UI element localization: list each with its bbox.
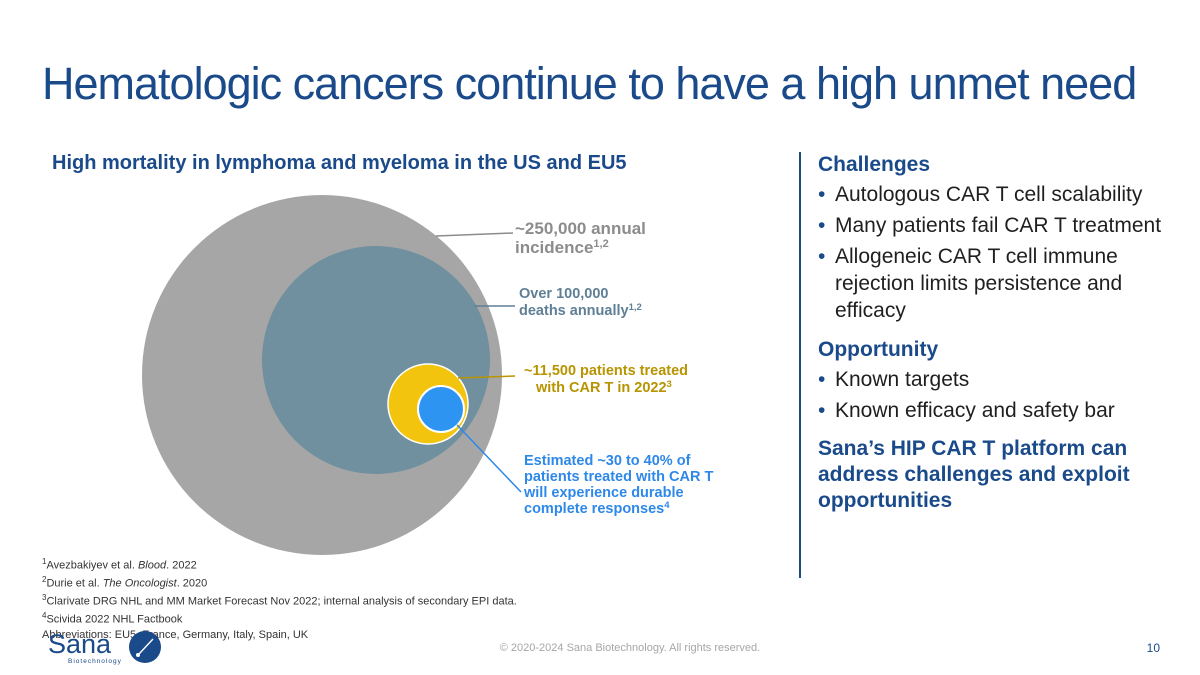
challenges-heading: Challenges bbox=[818, 153, 931, 176]
svg-text:Sana: Sana bbox=[48, 629, 112, 659]
svg-text:Biotechnology: Biotechnology bbox=[68, 658, 122, 665]
leader-line-car-t-treated bbox=[457, 375, 516, 379]
label-durable-responses: Estimated ~30 to 40% of patients treated… bbox=[523, 453, 717, 517]
conclusion-text: Sana’s HIP CAR T platform can address ch… bbox=[818, 437, 1130, 512]
nested-circle-diagram: ~250,000 annual incidence1,2 Over 100,00… bbox=[142, 195, 717, 555]
footnotes: 1Avezbakiyev et al. Blood. 2022 2Durie e… bbox=[42, 555, 517, 642]
circle-deaths bbox=[262, 246, 490, 474]
opportunity-list: Known targets Known efficacy and safety … bbox=[818, 366, 1178, 424]
label-car-t-treated: ~11,500 patients treated with CAR T in 2… bbox=[524, 363, 692, 396]
leader-line-incidence bbox=[435, 232, 514, 237]
footnote-1: 1Avezbakiyev et al. Blood. 2022 bbox=[42, 557, 197, 572]
sana-logo: Sana Biotechnology bbox=[48, 629, 161, 665]
footnote-3: 3Clarivate DRG NHL and MM Market Forecas… bbox=[42, 593, 517, 608]
right-panel: Challenges Autologous CAR T cell scalabi… bbox=[818, 151, 1178, 514]
label-incidence: ~250,000 annual incidence1,2 bbox=[515, 219, 651, 257]
footnote-2: 2Durie et al. The Oncologist. 2020 bbox=[42, 575, 208, 590]
label-deaths: Over 100,000 deaths annually1,2 bbox=[519, 286, 642, 319]
challenges-list: Autologous CAR T cell scalability Many p… bbox=[818, 181, 1178, 324]
list-item: Many patients fail CAR T treatment bbox=[818, 212, 1178, 239]
list-item: Autologous CAR T cell scalability bbox=[818, 181, 1178, 208]
page-title: Hematologic cancers continue to have a h… bbox=[42, 58, 1137, 109]
page-number: 10 bbox=[1146, 641, 1160, 655]
copyright-text: © 2020-2024 Sana Biotechnology. All righ… bbox=[499, 642, 761, 654]
footnote-abbreviations: Abbreviations: EU5, France, Germany, Ita… bbox=[42, 628, 309, 641]
list-item: Known targets bbox=[818, 366, 1178, 393]
list-item: Known efficacy and safety bar bbox=[818, 397, 1178, 424]
footnote-4: 4Scivida 2022 NHL Factbook bbox=[42, 611, 183, 627]
section-divider bbox=[799, 152, 801, 578]
diagram-subtitle: High mortality in lymphoma and myeloma i… bbox=[52, 152, 627, 174]
list-item: Allogeneic CAR T cell immune rejection l… bbox=[818, 243, 1178, 324]
circle-durable-responses bbox=[417, 385, 465, 433]
opportunity-heading: Opportunity bbox=[818, 338, 939, 361]
leader-line-durable-responses bbox=[456, 424, 522, 493]
